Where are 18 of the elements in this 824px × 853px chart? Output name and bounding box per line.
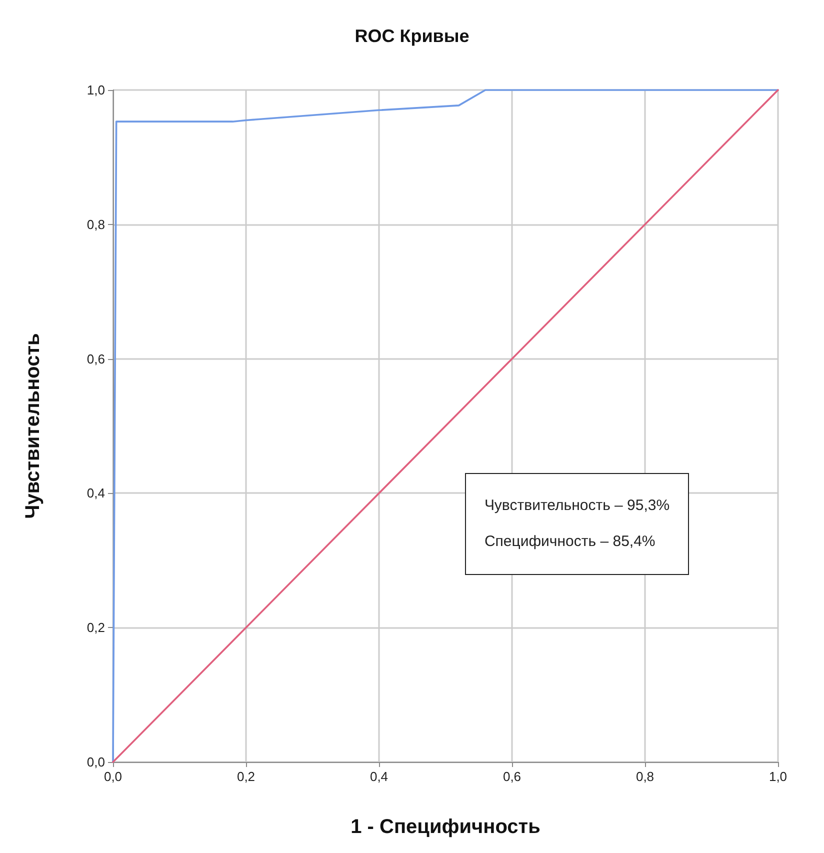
y-tick-label: 0,8 — [86, 216, 105, 232]
x-tick-label: 0,6 — [502, 769, 522, 784]
x-axis-title: 1 - Специфичность — [350, 816, 540, 838]
x-tick-label: 1,0 — [768, 769, 788, 784]
x-tick-label: 0,8 — [636, 769, 654, 784]
annotation: Чувствительность – 95,3% — [484, 496, 670, 516]
text-box: Чувствительность – 95,3% Специфичность – 85,4% — [465, 473, 689, 576]
chart-title: ROC Кривые — [354, 26, 470, 46]
x-tick-label: 0,4 — [370, 769, 388, 784]
annotation: Специфичность – 85,4% — [484, 532, 656, 552]
y-tick-label: 0,2 — [86, 620, 105, 636]
y-tick-label: 0,0 — [86, 754, 105, 770]
y-tick-label: 0,6 — [86, 351, 105, 366]
x-tick-label: 0,0 — [104, 769, 122, 784]
y-axis-title: Чувствительность — [22, 333, 44, 519]
x-tick-label: 0,2 — [236, 769, 256, 784]
y-tick-label: 0,4 — [86, 486, 105, 501]
y-tick-label: 1,0 — [86, 82, 105, 98]
